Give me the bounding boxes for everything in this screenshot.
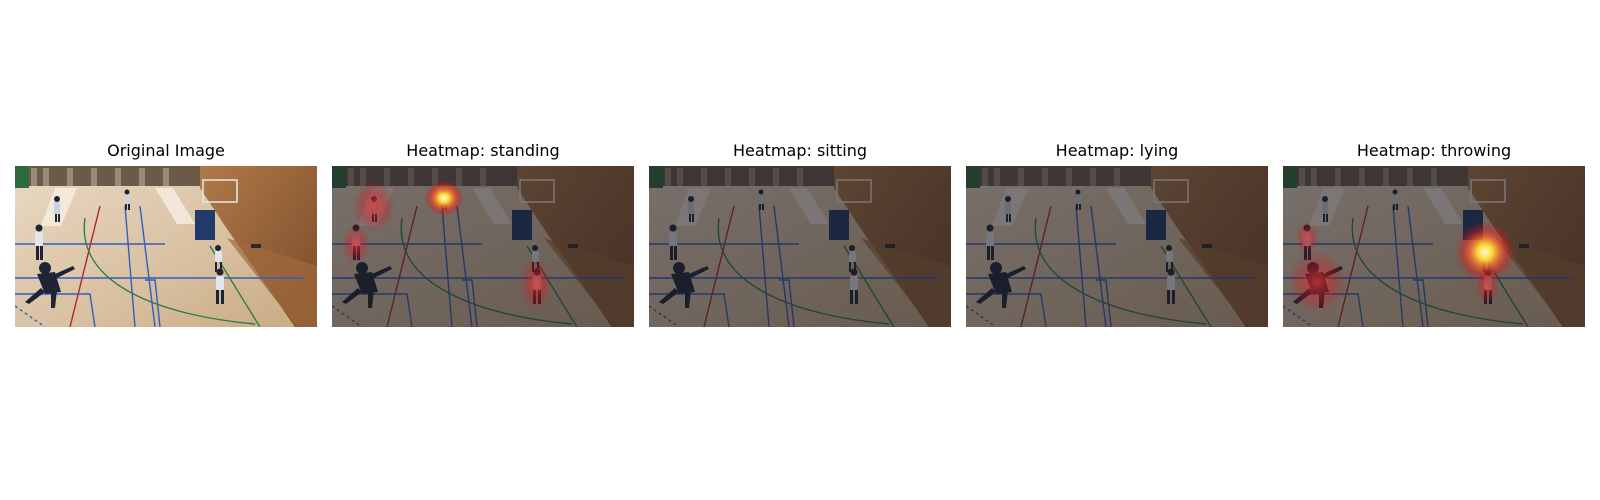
panel-heatmap-sitting: Heatmap: sitting: [649, 140, 951, 327]
panel-title: Heatmap: lying: [1055, 141, 1179, 160]
dim-overlay: [966, 166, 1268, 327]
heatmap-lying-image: [966, 166, 1268, 327]
heat-blob: [1455, 222, 1515, 282]
panel-title: Heatmap: sitting: [732, 141, 868, 160]
heat-blob: [424, 180, 464, 216]
heat-blob: [1295, 222, 1319, 254]
panel-original: Original Image: [15, 140, 317, 327]
original-image: [15, 166, 317, 327]
dim-overlay: [649, 166, 951, 327]
heat-blob: [520, 258, 552, 310]
heat-blob: [342, 224, 370, 264]
panel-heatmap-throwing: Heatmap: throwing: [1283, 140, 1585, 327]
heat-blob: [352, 180, 396, 232]
heat-blob: [1475, 268, 1499, 304]
heatmap-throwing-image: [1283, 166, 1585, 327]
panel-title: Heatmap: throwing: [1356, 141, 1512, 160]
heatmap-standing-image: [332, 166, 634, 327]
panel-title: Original Image: [107, 141, 225, 160]
panel-title: Heatmap: standing: [406, 141, 560, 160]
panel-heatmap-standing: Heatmap: standing: [332, 140, 634, 327]
heatmap-sitting-image: [649, 166, 951, 327]
heat-blob: [1287, 250, 1347, 314]
panel-heatmap-lying: Heatmap: lying: [966, 140, 1268, 327]
